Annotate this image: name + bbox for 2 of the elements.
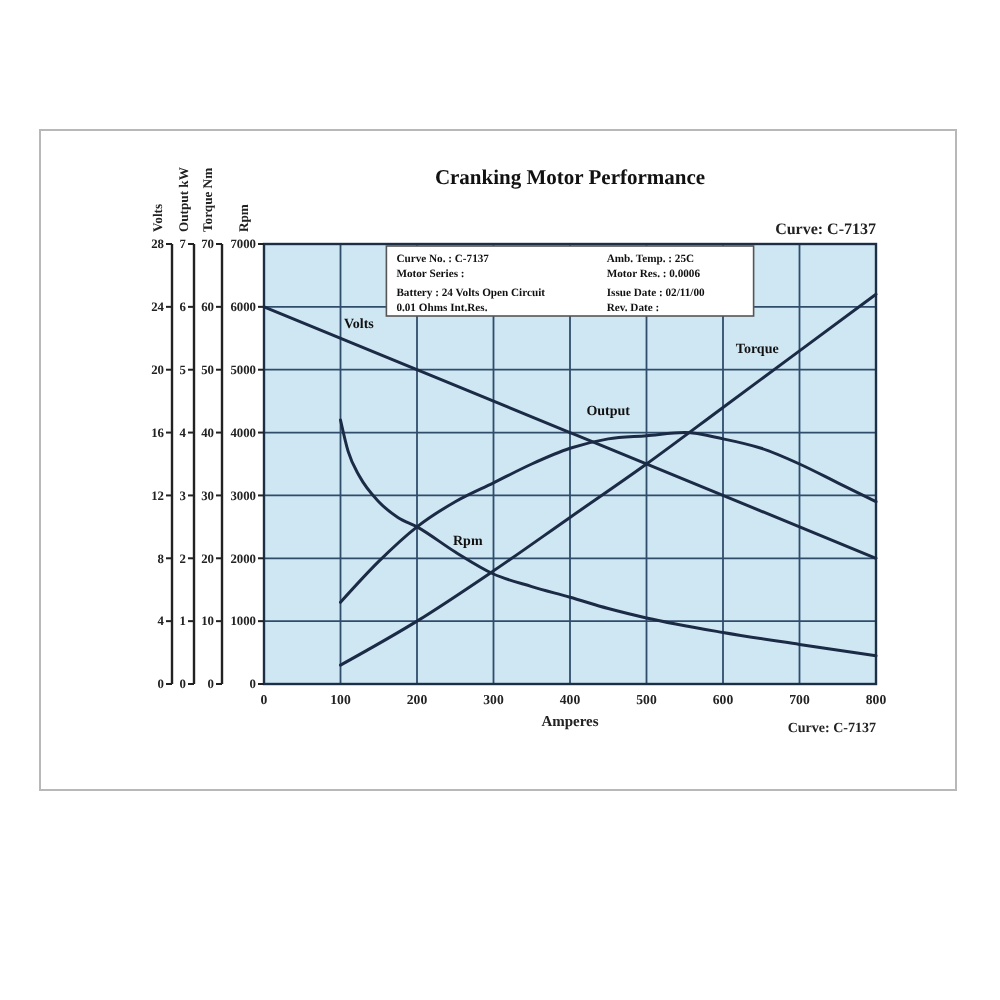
text: Curve: C-7137 (775, 220, 876, 238)
chart-title: Cranking Motor Performance (434, 168, 706, 190)
